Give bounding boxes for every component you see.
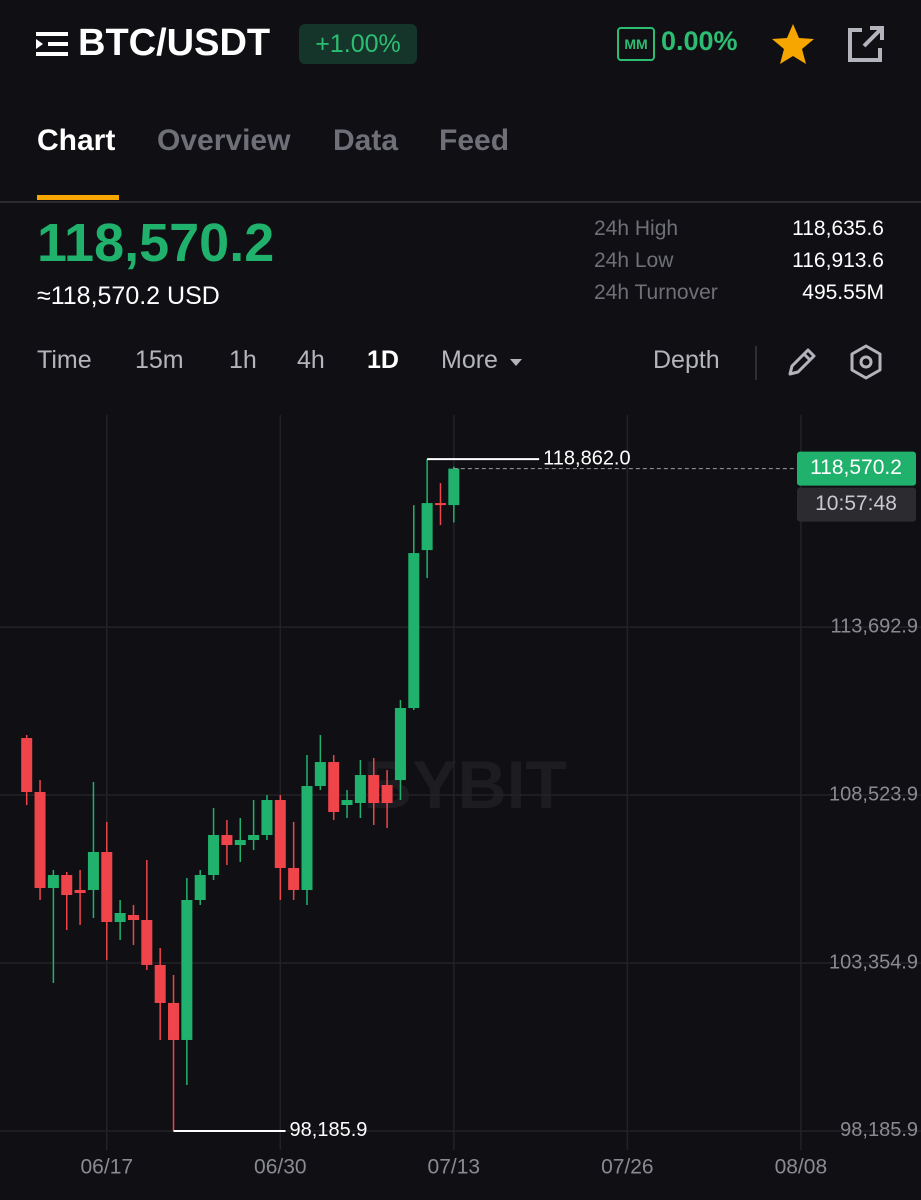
tab[interactable]: Overview bbox=[157, 124, 291, 157]
last-price-label: 118,570.2 bbox=[810, 456, 902, 479]
x-tick-label: 06/30 bbox=[254, 1156, 307, 1179]
last-price: 118,570.2 bbox=[37, 213, 275, 273]
x-tick-label: 07/26 bbox=[601, 1156, 654, 1179]
candle-body bbox=[261, 800, 273, 836]
favorite-star[interactable] bbox=[770, 22, 816, 66]
fiat-price: ≈118,570.2 USD bbox=[37, 282, 220, 310]
separator bbox=[755, 346, 757, 380]
candle-body bbox=[341, 800, 353, 806]
candle-body bbox=[301, 786, 313, 890]
change-badge: +1.00% bbox=[299, 24, 417, 64]
stat-value: 118,635.6 bbox=[792, 217, 884, 240]
candle-body bbox=[114, 912, 126, 922]
interval-active[interactable]: 1D bbox=[367, 346, 399, 374]
candle-body bbox=[288, 867, 300, 890]
candle-body bbox=[274, 800, 286, 868]
watermark: BYBIT bbox=[363, 747, 567, 823]
stat-value: 116,913.6 bbox=[792, 249, 884, 272]
candle-body bbox=[194, 875, 206, 900]
y-tick-label: 113,692.9 bbox=[831, 615, 919, 637]
stat-value: 495.55M bbox=[802, 281, 884, 304]
candle-body bbox=[101, 852, 113, 922]
candle-body bbox=[21, 738, 33, 793]
x-tick-label: 08/08 bbox=[775, 1156, 828, 1179]
tab-underline bbox=[37, 195, 119, 200]
candle-body bbox=[168, 1002, 180, 1040]
candle-body bbox=[448, 468, 460, 506]
candle-body bbox=[368, 775, 380, 804]
y-tick-label: 108,523.9 bbox=[829, 783, 918, 805]
candle-body bbox=[61, 875, 73, 895]
candle-body bbox=[381, 785, 393, 804]
tab[interactable]: Chart bbox=[37, 124, 116, 157]
pair[interactable]: BTC/USDT bbox=[78, 22, 271, 64]
candle-body bbox=[47, 875, 59, 889]
candle-body bbox=[234, 840, 246, 846]
x-tick-label: 07/13 bbox=[428, 1156, 481, 1179]
candle-body bbox=[181, 899, 193, 1040]
candle-body bbox=[154, 964, 166, 1003]
candle-body bbox=[34, 792, 46, 889]
candle-body bbox=[314, 762, 326, 787]
candle-body bbox=[248, 835, 260, 841]
low-annotation-label: 98,185.9 bbox=[290, 1119, 368, 1141]
interval[interactable]: 15m bbox=[135, 346, 184, 374]
interval[interactable]: 1h bbox=[229, 346, 257, 374]
draw-icon[interactable] bbox=[785, 345, 819, 379]
tab[interactable]: Data bbox=[333, 124, 399, 157]
countdown-label: 10:57:48 bbox=[815, 492, 897, 515]
stat-label: 24h High bbox=[594, 217, 679, 240]
divider bbox=[0, 201, 921, 203]
high-annotation-label: 118,862.0 bbox=[543, 447, 631, 469]
tab[interactable]: Feed bbox=[439, 124, 510, 157]
external-link-icon[interactable] bbox=[846, 26, 886, 64]
candle-body bbox=[87, 852, 99, 890]
candle-body bbox=[394, 708, 406, 781]
candle-body bbox=[421, 503, 433, 551]
interval[interactable]: 4h bbox=[297, 346, 325, 374]
grid bbox=[0, 415, 921, 1150]
candle-body bbox=[354, 775, 366, 804]
settings-icon[interactable] bbox=[848, 344, 884, 380]
depth-button[interactable]: Depth bbox=[653, 346, 720, 374]
y-tick-label: 103,354.9 bbox=[829, 951, 918, 973]
candles bbox=[21, 459, 460, 1131]
candle-body bbox=[221, 835, 233, 846]
candle-body bbox=[208, 835, 220, 876]
candle-body bbox=[408, 553, 420, 709]
x-tick-label: 06/17 bbox=[81, 1156, 134, 1179]
candle-body bbox=[127, 915, 139, 921]
countdown-tag bbox=[797, 487, 916, 522]
mm-icon[interactable]: MM bbox=[617, 27, 655, 61]
y-tick-label: 98,185.9 bbox=[840, 1119, 918, 1141]
dropdown-arrow bbox=[510, 359, 522, 366]
candle-body bbox=[328, 762, 340, 813]
candle-body bbox=[74, 889, 86, 894]
interval-more[interactable]: More bbox=[441, 346, 498, 374]
last-price-tag bbox=[797, 451, 916, 486]
mm-value: 0.00% bbox=[661, 26, 738, 56]
stat-label: 24h Low bbox=[594, 249, 674, 272]
candle-body bbox=[434, 503, 446, 506]
candle-body bbox=[141, 920, 153, 965]
menu-icon[interactable] bbox=[36, 30, 70, 58]
interval[interactable]: Time bbox=[37, 346, 92, 374]
stat-label: 24h Turnover bbox=[594, 281, 718, 304]
